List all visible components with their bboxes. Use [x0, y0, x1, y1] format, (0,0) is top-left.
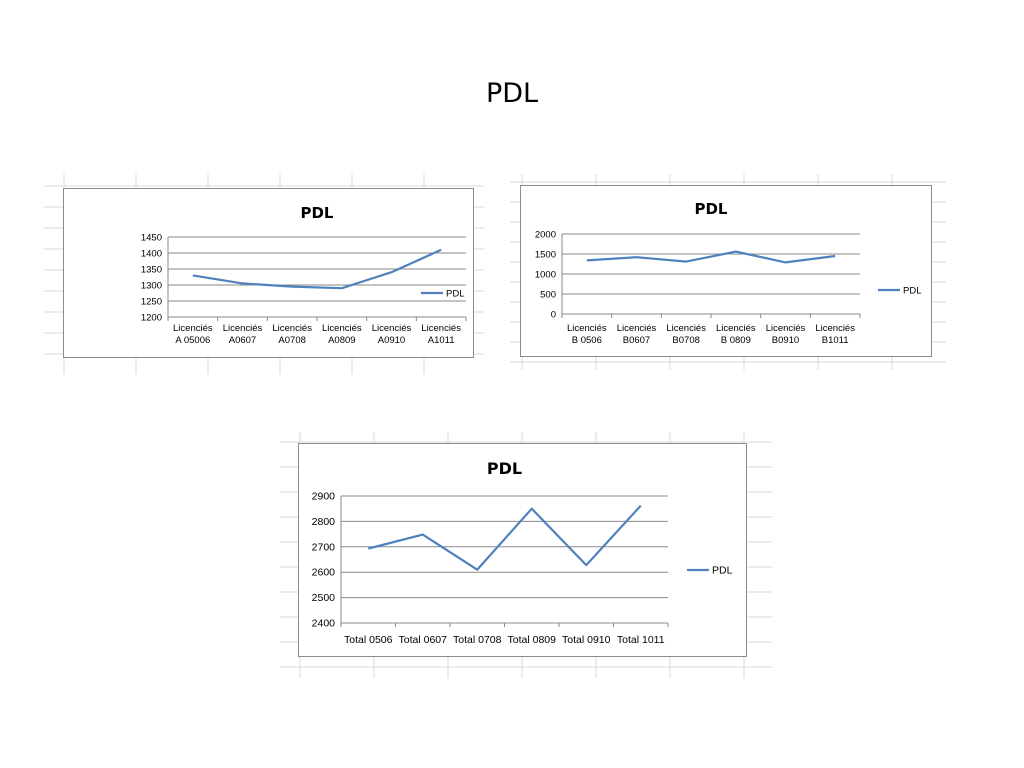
chart-3[interactable]: PDL 2400 2500 2600 2700 2800 2900 Total 0506 Tot… [298, 443, 747, 657]
y-tick-label: 1300 [141, 281, 162, 292]
x-tick-label: A0809 [328, 335, 355, 346]
x-tick-label: Total 0607 [399, 634, 448, 646]
x-tick-label: B0708 [672, 335, 699, 346]
x-tick-label: Licenciés [421, 323, 461, 334]
x-tick-label: Total 1011 [617, 634, 665, 646]
y-tick-label: 1500 [535, 250, 556, 261]
x-tick-label: Licenciés [173, 323, 213, 334]
x-tick-label: Licenciés [815, 323, 855, 334]
x-tick-label: Total 0708 [453, 634, 502, 646]
x-tick-label: A0607 [229, 335, 256, 346]
x-tick-label: Total 0506 [344, 634, 393, 646]
y-tick-label: 0 [551, 310, 556, 321]
y-tick-label: 1450 [141, 233, 162, 244]
series-line [367, 504, 642, 571]
x-tick-label: A1011 [428, 335, 455, 346]
x-tick-label: Licenciés [322, 323, 362, 334]
x-tick-label: A0910 [378, 335, 405, 346]
y-tick-label: 2400 [312, 618, 336, 630]
x-tick-label: Licenciés [372, 323, 412, 334]
x-tick-label: B 0809 [721, 335, 751, 346]
chart-title: PDL [694, 200, 727, 218]
chart-3-plot: PDL 2400 2500 2600 2700 2800 2900 Total 0506 Tot… [312, 459, 733, 646]
legend-label: PDL [712, 565, 733, 577]
legend-label: PDL [903, 286, 921, 297]
y-tick-label: 2900 [312, 491, 336, 503]
chart-2[interactable]: PDL 0 500 1000 1500 2000 Licenciés B 0506 Licenc… [520, 185, 932, 357]
x-tick-label: Licenciés [716, 323, 756, 334]
y-tick-label: 2800 [312, 516, 336, 528]
y-tick-label: 1250 [141, 297, 162, 308]
y-tick-label: 1350 [141, 265, 162, 276]
x-tick-label: B1011 [822, 335, 849, 346]
y-tick-label: 2600 [312, 567, 336, 579]
series-line [586, 250, 836, 264]
x-tick-label: Licenciés [617, 323, 657, 334]
chart-title: PDL [300, 204, 333, 222]
x-tick-label: Licenciés [567, 323, 607, 334]
y-tick-label: 2000 [535, 230, 556, 241]
chart-title: PDL [487, 459, 522, 478]
x-tick-label: A0708 [278, 335, 305, 346]
legend-label: PDL [446, 289, 464, 300]
x-tick-label: B 0506 [572, 335, 602, 346]
x-tick-label: Licenciés [766, 323, 806, 334]
slide-title: PDL [485, 78, 539, 109]
chart-1[interactable]: PDL 1200 1250 1300 1350 1400 1450 Licenciés A 05… [63, 188, 474, 358]
y-tick-label: 500 [540, 290, 556, 301]
x-tick-label: Licenciés [666, 323, 706, 334]
x-tick-label: Total 0809 [508, 634, 557, 646]
series-line [192, 248, 442, 290]
x-tick-label: B0607 [623, 335, 650, 346]
y-tick-label: 2500 [312, 592, 336, 604]
y-tick-label: 2700 [312, 541, 336, 553]
x-tick-label: A 05006 [175, 335, 210, 346]
x-tick-label: Licenciés [223, 323, 263, 334]
x-tick-label: Total 0910 [562, 634, 611, 646]
y-tick-label: 1200 [141, 313, 162, 324]
x-tick-label: Licenciés [272, 323, 312, 334]
y-tick-label: 1000 [535, 270, 556, 281]
x-tick-label: B0910 [772, 335, 799, 346]
y-tick-label: 1400 [141, 249, 162, 260]
